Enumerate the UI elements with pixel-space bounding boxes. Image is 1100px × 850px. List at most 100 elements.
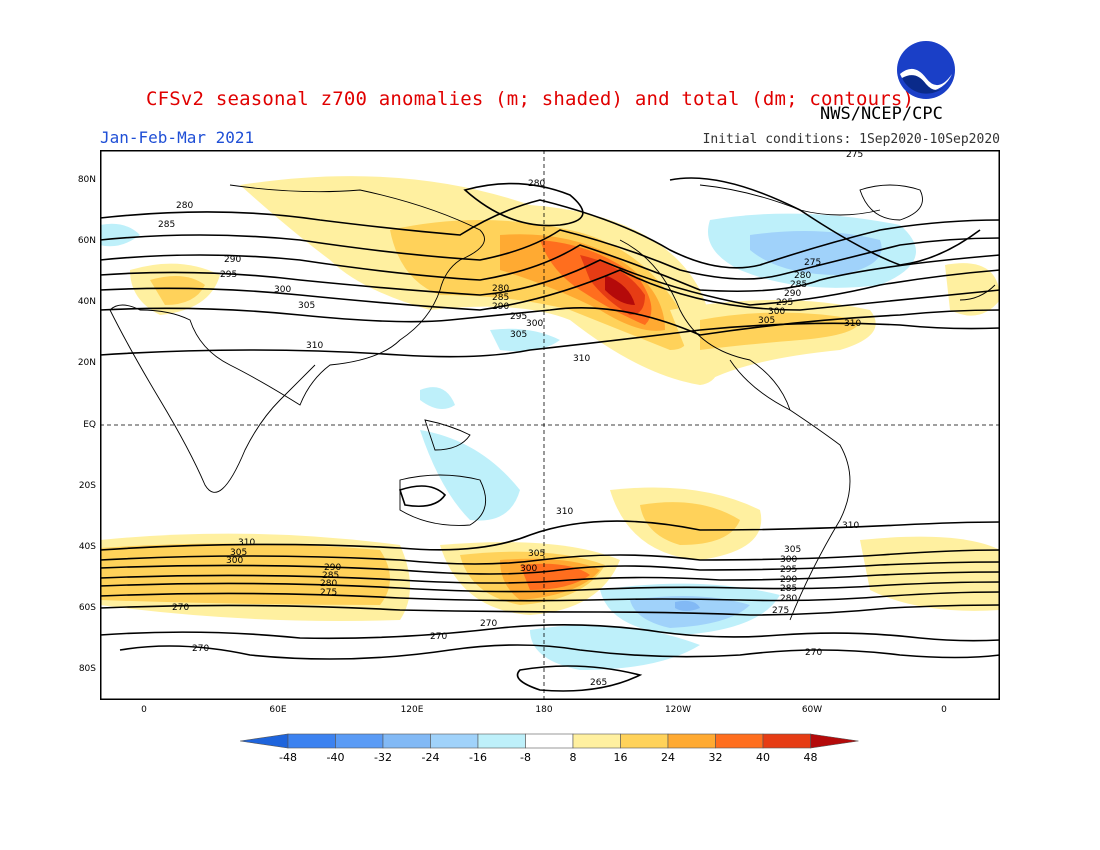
- lat-label: 60S: [78, 603, 96, 613]
- svg-text:310: 310: [844, 319, 861, 329]
- svg-text:305: 305: [230, 548, 247, 558]
- geopotential-map: 280 280 285 290 295 300 305 310 280 285 …: [100, 150, 1000, 700]
- lon-label: 120W: [664, 705, 692, 715]
- svg-text:290: 290: [324, 563, 341, 573]
- colorbar-box: [525, 733, 574, 749]
- svg-text:285: 285: [780, 584, 797, 594]
- svg-text:270: 270: [480, 619, 497, 629]
- lat-label: 20N: [77, 358, 96, 368]
- colorbar-tick-label: 16: [614, 751, 628, 764]
- lon-label: 60W: [801, 705, 823, 715]
- colorbar-arrow-high: [810, 733, 859, 749]
- svg-text:275: 275: [320, 588, 337, 598]
- positive-anomaly-shading: [100, 176, 1000, 621]
- svg-text:270: 270: [805, 648, 822, 658]
- lat-label: EQ: [83, 420, 96, 430]
- lon-label: 0: [141, 705, 147, 715]
- svg-text:275: 275: [846, 150, 863, 160]
- colorbar-arrow-low: [240, 733, 289, 749]
- colorbar: -48 -40 -32 -24 -16 -8 8 16 24 32 40 48: [240, 733, 859, 764]
- lat-label: 60N: [77, 236, 96, 246]
- svg-text:280: 280: [176, 201, 193, 211]
- svg-text:270: 270: [192, 644, 209, 654]
- colorbar-box: [335, 733, 384, 749]
- svg-text:305: 305: [298, 301, 315, 311]
- colorbar-box: [572, 733, 621, 749]
- svg-text:310: 310: [306, 341, 323, 351]
- colorbar-tick-label: 24: [661, 751, 675, 764]
- svg-text:310: 310: [842, 521, 859, 531]
- colorbar-box: [620, 733, 669, 749]
- height-contours: [100, 177, 1000, 692]
- colorbar-tick-label: 48: [804, 751, 818, 764]
- svg-text:280: 280: [320, 579, 337, 589]
- svg-text:285: 285: [158, 220, 175, 230]
- svg-text:280: 280: [780, 594, 797, 604]
- svg-text:280: 280: [492, 284, 509, 294]
- colorbar-box: [382, 733, 431, 749]
- svg-text:270: 270: [430, 632, 447, 642]
- svg-text:290: 290: [780, 575, 797, 585]
- negative-anomaly-shading: [100, 213, 916, 670]
- svg-text:300: 300: [526, 319, 543, 329]
- chart-title: CFSv2 seasonal z700 anomalies (m; shaded…: [146, 88, 915, 110]
- colorbar-tick-label: -40: [327, 751, 345, 764]
- svg-text:295: 295: [776, 298, 793, 308]
- svg-text:285: 285: [790, 280, 807, 290]
- svg-text:275: 275: [804, 258, 821, 268]
- colorbar-tick-label: -16: [469, 751, 487, 764]
- svg-text:280: 280: [794, 271, 811, 281]
- colorbar-box: [762, 733, 811, 749]
- svg-text:295: 295: [780, 565, 797, 575]
- svg-text:300: 300: [520, 564, 537, 574]
- svg-text:310: 310: [573, 354, 590, 364]
- colorbar-tick-label: -32: [374, 751, 392, 764]
- colorbar-box: [287, 733, 336, 749]
- colorbar-box: [667, 733, 716, 749]
- svg-text:300: 300: [780, 555, 797, 565]
- lon-label: 60E: [269, 705, 287, 715]
- colorbar-tick-label: -8: [520, 751, 531, 764]
- initial-conditions: Initial conditions: 1Sep2020-10Sep2020: [702, 132, 1000, 147]
- colorbar-tick-label: 8: [570, 751, 577, 764]
- colorbar-box: [430, 733, 479, 749]
- svg-text:265: 265: [590, 678, 607, 688]
- lon-label: 120E: [400, 705, 424, 715]
- svg-text:300: 300: [768, 307, 785, 317]
- svg-text:275: 275: [772, 606, 789, 616]
- svg-text:285: 285: [322, 571, 339, 581]
- lat-label: 40N: [77, 297, 96, 307]
- lat-label: 20S: [78, 481, 96, 491]
- colorbar-tick-label: 32: [709, 751, 723, 764]
- lon-label: 180: [535, 705, 553, 715]
- svg-text:305: 305: [784, 545, 801, 555]
- colorbar-box: [477, 733, 526, 749]
- lat-label: 40S: [78, 542, 96, 552]
- svg-text:290: 290: [492, 302, 509, 312]
- forecast-period: Jan-Feb-Mar 2021: [100, 128, 255, 147]
- svg-text:305: 305: [510, 330, 527, 340]
- colorbar-box: [715, 733, 764, 749]
- svg-text:290: 290: [784, 289, 801, 299]
- svg-text:290: 290: [224, 255, 241, 265]
- svg-text:285: 285: [492, 293, 509, 303]
- svg-text:305: 305: [528, 549, 545, 559]
- svg-text:300: 300: [226, 556, 243, 566]
- colorbar-tick-label: -48: [279, 751, 297, 764]
- organization-label: NWS/NCEP/CPC: [820, 104, 943, 124]
- svg-text:280: 280: [528, 179, 545, 189]
- colorbar-tick-label: -24: [422, 751, 440, 764]
- noaa-logo: [897, 41, 955, 99]
- svg-text:305: 305: [758, 316, 775, 326]
- lat-label: 80N: [77, 175, 96, 185]
- svg-text:270: 270: [172, 603, 189, 613]
- svg-text:295: 295: [220, 270, 237, 280]
- svg-text:310: 310: [238, 538, 255, 548]
- svg-text:295: 295: [510, 312, 527, 322]
- svg-text:310: 310: [556, 507, 573, 517]
- lon-label: 0: [941, 705, 947, 715]
- colorbar-tick-label: 40: [756, 751, 770, 764]
- lat-label: 80S: [78, 664, 96, 674]
- contour-labels: 280 280 285 290 295 300 305 310 280 285 …: [158, 150, 863, 688]
- svg-text:300: 300: [274, 285, 291, 295]
